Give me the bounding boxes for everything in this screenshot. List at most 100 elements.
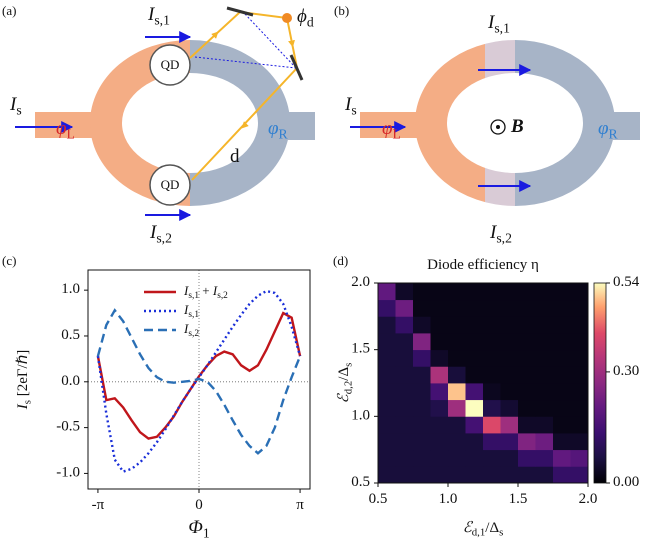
heatmap-cell [483,349,501,367]
heatmap-cell [448,283,466,301]
heatmap-cell [518,349,536,367]
heatmap-cell [378,349,396,367]
heatmap-cell [570,399,589,417]
heatmap-cell [378,433,396,451]
phase-label: ϕd [297,6,314,29]
heatmap-cell [430,316,449,334]
heatmap-cell [378,399,396,417]
field-label: B [510,116,524,137]
heatmap-cell [448,449,466,467]
y-tick-label: 1.5 [351,341,370,357]
x-tick-label: π [296,497,304,513]
heatmap-cell [413,399,431,417]
x-tick-label: 2.0 [579,491,598,507]
heatmap-cell [378,449,396,467]
heatmap-cell [553,466,571,484]
x-axis-label: ℰd,1/Δs [463,520,504,539]
heatmap-cell [413,316,431,334]
series-line [96,311,302,440]
heatmap-cell [553,366,571,384]
left-lead [360,112,425,138]
heatmap-cell [448,399,466,417]
y-tick-label: -0.5 [56,419,80,435]
heatmap-cell [483,416,501,434]
heatmap-cell [395,333,414,351]
heatmap-cell [535,383,554,401]
current-label: Is,2 [149,222,172,245]
heatmap-cell [465,333,484,351]
heatmap-cell [570,316,589,334]
heatmap-cell [553,283,571,301]
heatmap-cell [500,399,519,417]
heatmap-cell [553,416,571,434]
heatmap-cell [553,383,571,401]
y-tick-label: 0.0 [61,373,80,389]
heatmap-cell [570,349,589,367]
heatmap-cell [430,399,449,417]
heatmap-cell [500,366,519,384]
colorbar-tick-label: 0.54 [613,274,640,290]
current-label: Is [9,94,22,117]
heatmap-cell [378,316,396,334]
distance-label: d [230,146,240,167]
phase-right-label: φR [598,118,619,141]
heatmap-cell [395,349,414,367]
path-arrow [211,31,219,39]
y-axis-label: Is [2eΓ/ℏ] [15,350,34,410]
y-tick-label: 1.0 [351,408,370,424]
heatmap-cell [430,449,449,467]
heatmap-cell [483,299,501,317]
colorbar [593,282,607,484]
path-dotted [244,13,297,69]
colorbar-tick-label: 0.30 [613,363,639,379]
phase-right-label: φR [268,118,289,141]
heatmap-cell [500,299,519,317]
heatmap-cell [448,299,466,317]
heatmap-cell [535,333,554,351]
heatmap-cell [430,366,449,384]
panel-label: (d) [333,253,348,268]
heatmap-cell [378,283,396,301]
heatmap-cell [413,283,431,301]
heatmap-cell [465,383,484,401]
heatmap-cell [465,433,484,451]
dot-label: QD [161,177,180,192]
heatmap-cell [553,316,571,334]
heatmap-cell [535,299,554,317]
heatmap-cell [570,299,589,317]
heatmap-cell [570,433,589,451]
panel-label: (b) [334,3,349,18]
phase-left-label: φL [382,118,401,141]
heatmap-cell [570,466,589,484]
series-line [96,308,302,455]
heatmap-cell [483,466,501,484]
heatmap-cell [465,416,484,434]
heatmap-cell [395,399,414,417]
heatmap-cell [413,349,431,367]
heatmap-cell [500,416,519,434]
heatmap-cell [448,333,466,351]
heatmap-cell [378,466,396,484]
heatmap-cell [413,366,431,384]
heatmap-cell [465,349,484,367]
heatmap-cell [430,433,449,451]
field-symbol [490,119,506,135]
heatmap-cell [430,416,449,434]
heatmap-cell [518,433,536,451]
heatmap-cell [518,333,536,351]
x-tick-label: -π [92,497,105,513]
x-tick-label: 1.5 [509,491,528,507]
heatmap-cell [448,316,466,334]
heatmap-cell [553,333,571,351]
chart-c: -1.0 -0.5 0.0 0.5 1.0 -π 0 π (c) Φ1 Is [2eΓ/ℏ] Is,1… [2,253,311,541]
current-label: Is,1 [147,4,170,27]
heatmap-cell [430,283,449,301]
heatmap-cell [500,349,519,367]
heatmap-cell [518,366,536,384]
heatmap-cell [395,299,414,317]
heatmap-cell [378,333,396,351]
y-axis-label: ℰd,2/Δs [336,363,355,404]
heatmap-cell [378,299,396,317]
y-tick-label: 1.0 [61,282,80,298]
